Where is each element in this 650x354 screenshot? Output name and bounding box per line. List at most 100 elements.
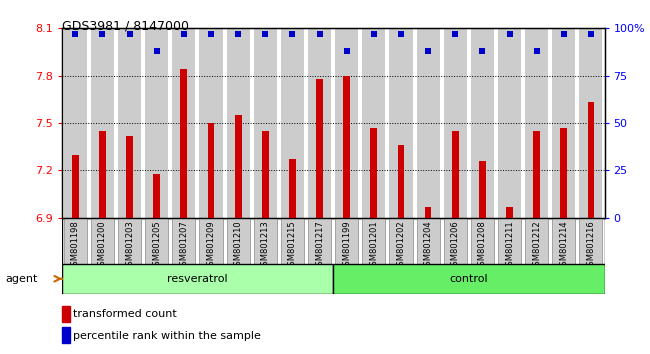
- Point: [315, 31, 325, 37]
- Point: [233, 31, 243, 37]
- Bar: [335, 218, 358, 264]
- Text: transformed count: transformed count: [73, 309, 177, 319]
- Text: GSM801206: GSM801206: [450, 220, 460, 271]
- Bar: [398, 145, 404, 218]
- Point: [151, 48, 162, 54]
- Bar: [91, 218, 114, 264]
- Bar: [579, 218, 603, 264]
- Bar: [308, 28, 331, 218]
- Point: [70, 31, 81, 37]
- Point: [179, 31, 189, 37]
- Bar: [389, 218, 413, 264]
- Point: [124, 31, 135, 37]
- Bar: [560, 128, 567, 218]
- Text: GSM801200: GSM801200: [98, 220, 107, 271]
- Text: GSM801212: GSM801212: [532, 220, 541, 271]
- Bar: [335, 28, 358, 218]
- Bar: [389, 28, 413, 218]
- Point: [206, 31, 216, 37]
- Text: GSM801205: GSM801205: [152, 220, 161, 271]
- Bar: [533, 131, 540, 218]
- Bar: [362, 218, 385, 264]
- Text: GSM801208: GSM801208: [478, 220, 487, 271]
- Point: [260, 31, 270, 37]
- Bar: [118, 28, 141, 218]
- Text: GSM801213: GSM801213: [261, 220, 270, 271]
- Text: control: control: [450, 274, 488, 284]
- Bar: [444, 28, 467, 218]
- Bar: [281, 28, 304, 218]
- Bar: [289, 159, 296, 218]
- Bar: [145, 218, 168, 264]
- Text: percentile rank within the sample: percentile rank within the sample: [73, 331, 261, 341]
- Bar: [200, 218, 222, 264]
- Bar: [153, 173, 160, 218]
- Bar: [99, 131, 106, 218]
- Bar: [588, 103, 594, 218]
- Text: GSM801199: GSM801199: [342, 220, 351, 271]
- Text: GSM801216: GSM801216: [586, 220, 595, 271]
- Bar: [145, 28, 168, 218]
- Bar: [227, 28, 250, 218]
- Point: [450, 31, 460, 37]
- Text: GSM801203: GSM801203: [125, 220, 134, 271]
- Text: GSM801211: GSM801211: [505, 220, 514, 271]
- Bar: [172, 28, 196, 218]
- Text: GSM801210: GSM801210: [233, 220, 242, 271]
- Bar: [333, 264, 604, 294]
- Bar: [126, 136, 133, 218]
- Bar: [72, 155, 79, 218]
- Bar: [498, 218, 521, 264]
- Bar: [498, 28, 521, 218]
- Text: GSM801207: GSM801207: [179, 220, 188, 271]
- Bar: [172, 218, 196, 264]
- Bar: [471, 218, 494, 264]
- Bar: [91, 28, 114, 218]
- Bar: [424, 207, 432, 218]
- Text: GSM801209: GSM801209: [207, 220, 216, 271]
- Bar: [362, 28, 385, 218]
- Bar: [262, 131, 268, 218]
- Bar: [479, 161, 486, 218]
- Text: GDS3981 / 8147000: GDS3981 / 8147000: [62, 19, 188, 33]
- Point: [586, 31, 596, 37]
- Text: GSM801202: GSM801202: [396, 220, 406, 271]
- Point: [558, 31, 569, 37]
- Point: [287, 31, 298, 37]
- Bar: [207, 123, 214, 218]
- Point: [477, 48, 488, 54]
- Point: [504, 31, 515, 37]
- Point: [423, 48, 434, 54]
- Bar: [343, 76, 350, 218]
- Bar: [200, 28, 222, 218]
- Bar: [417, 218, 439, 264]
- Bar: [506, 207, 513, 218]
- Point: [369, 31, 379, 37]
- Text: GSM801214: GSM801214: [559, 220, 568, 271]
- Bar: [254, 28, 277, 218]
- Bar: [181, 69, 187, 218]
- Text: GSM801204: GSM801204: [424, 220, 433, 271]
- Bar: [525, 28, 548, 218]
- Text: resveratrol: resveratrol: [167, 274, 228, 284]
- Bar: [444, 218, 467, 264]
- Bar: [525, 218, 548, 264]
- Bar: [417, 28, 439, 218]
- Bar: [552, 28, 575, 218]
- Bar: [471, 28, 494, 218]
- Text: GSM801198: GSM801198: [71, 220, 80, 271]
- Point: [98, 31, 108, 37]
- Text: GSM801215: GSM801215: [288, 220, 297, 271]
- Bar: [118, 218, 141, 264]
- Text: GSM801201: GSM801201: [369, 220, 378, 271]
- Text: GSM801217: GSM801217: [315, 220, 324, 271]
- Point: [341, 48, 352, 54]
- Bar: [308, 218, 331, 264]
- Bar: [579, 28, 603, 218]
- Bar: [235, 115, 242, 218]
- Bar: [316, 79, 323, 218]
- Point: [532, 48, 542, 54]
- Bar: [552, 218, 575, 264]
- Bar: [64, 28, 87, 218]
- Bar: [64, 218, 87, 264]
